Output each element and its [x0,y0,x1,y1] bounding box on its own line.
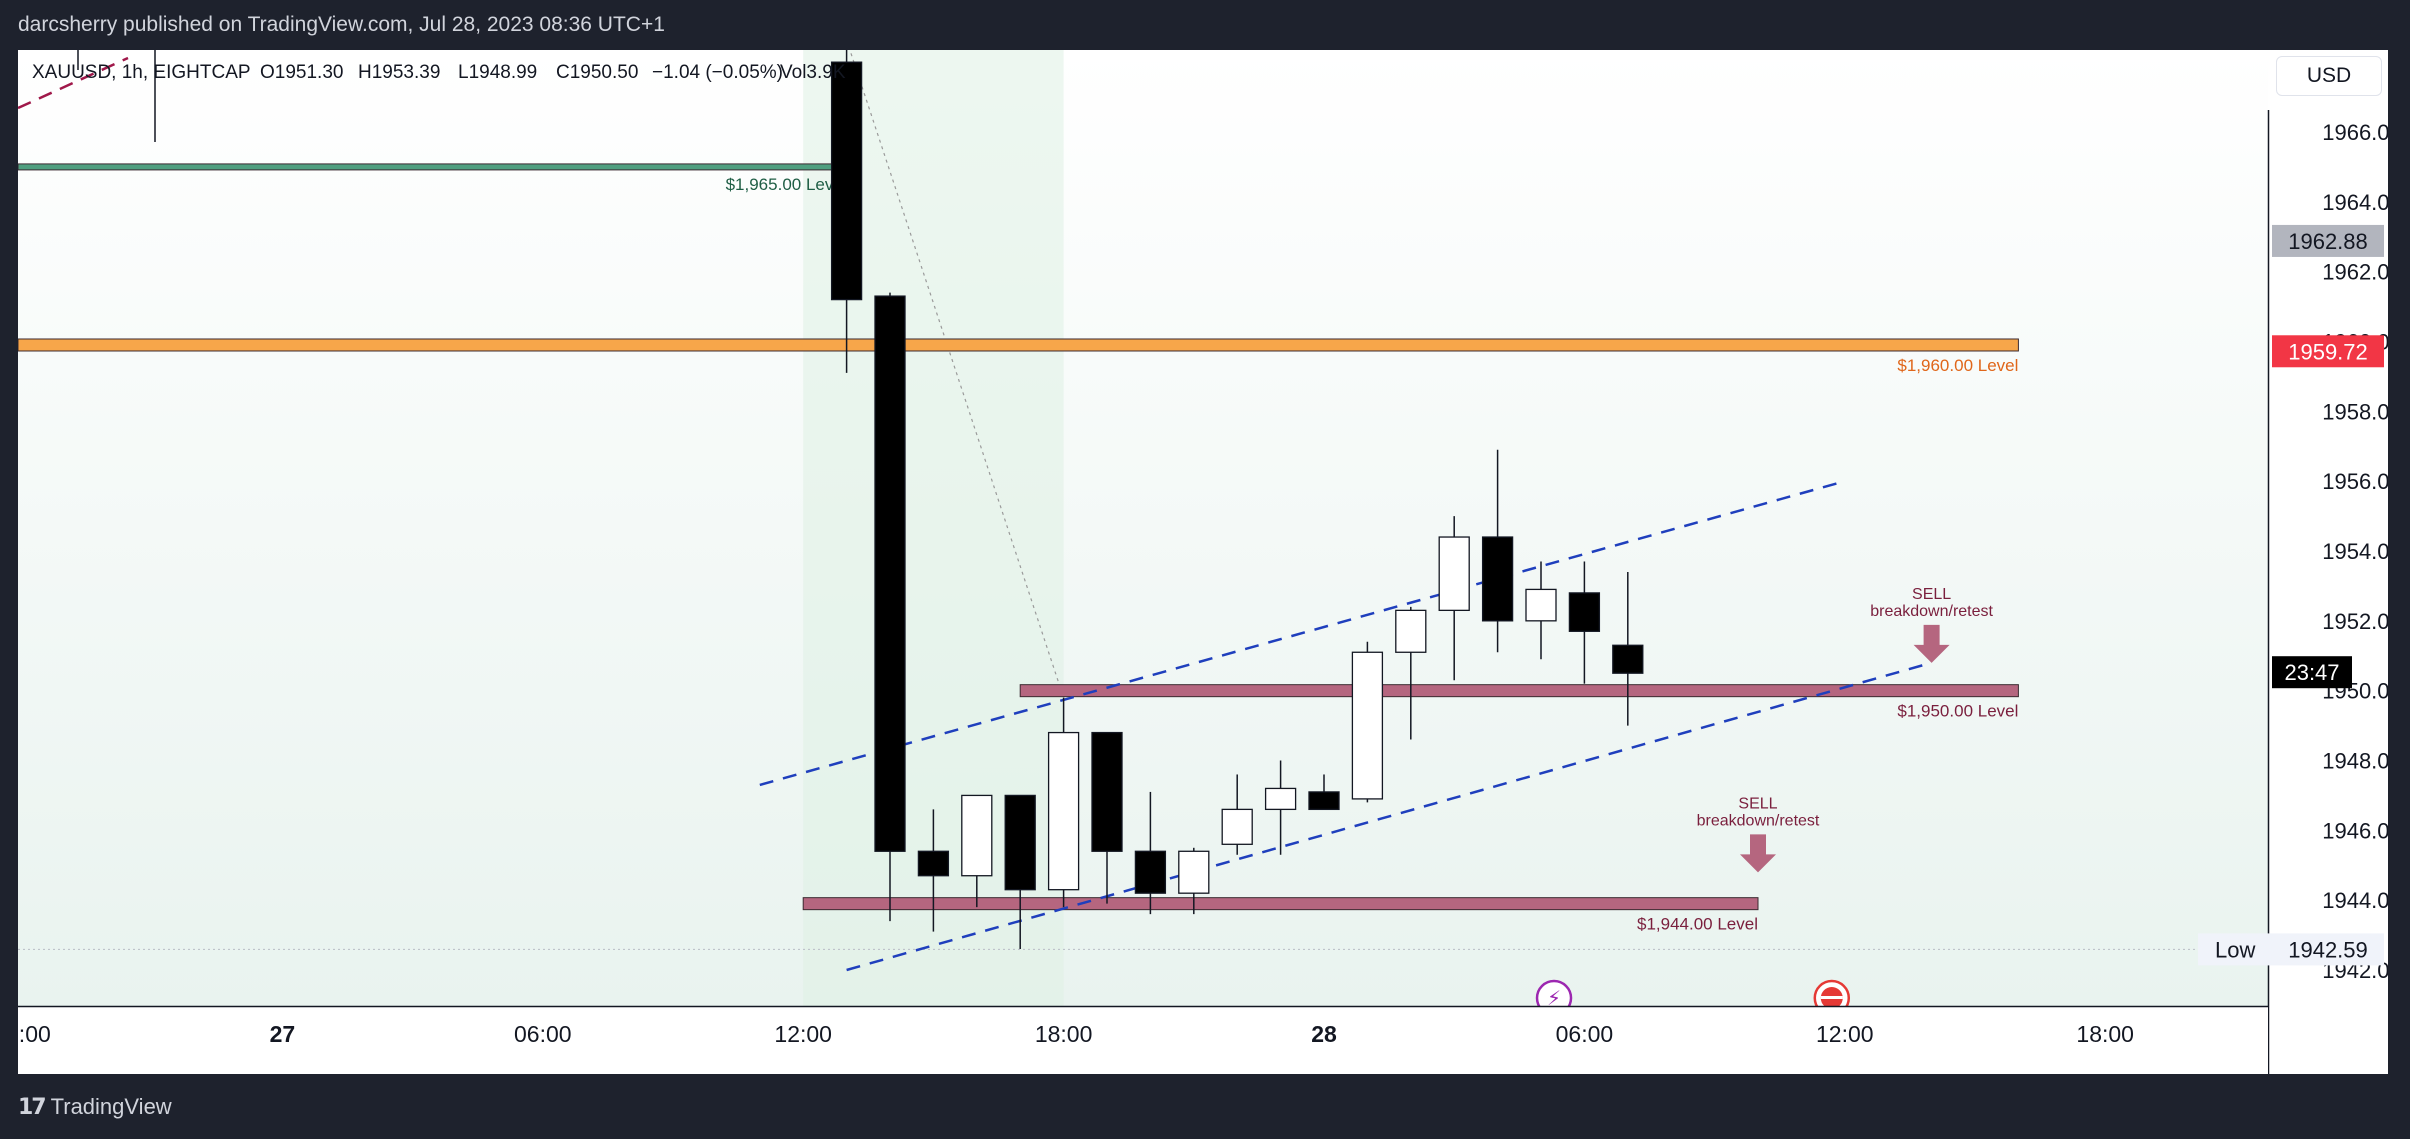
price-tick-label: 1966.00 [2322,120,2388,145]
tradingview-logo[interactable]: 𝟭𝟳 TradingView [18,1094,172,1120]
grey-price-text: 1962.88 [2288,229,2368,254]
tradingview-logo-icon: 𝟭𝟳 [18,1094,47,1119]
level-label-0: $1,965.00 Level [726,175,847,194]
low-badge [2198,933,2384,966]
time-tick-label: 12:00 [1816,1021,1874,1047]
candle[interactable] [1612,644,1644,674]
legend-item-3: L1948.99 [458,62,537,83]
time-tick-label: 12:00 [774,1021,832,1047]
candle[interactable] [961,794,993,877]
candle[interactable] [1308,791,1340,811]
price-chart[interactable]: $1,965.00 Level$1,963.00 Level$1,960.00 … [18,50,2388,1074]
legend-item-1: O1951.30 [260,62,343,83]
legend-item-6: Vol3.9K [780,62,846,83]
candle[interactable] [874,295,906,852]
legend-item-5: −1.04 (−0.05%) [652,62,783,83]
chart-frame[interactable]: $1,965.00 Level$1,963.00 Level$1,960.00 … [16,48,2390,1076]
flag-stripe [1820,996,1843,999]
candle[interactable] [1568,592,1601,632]
last-price-text: 1959.72 [2288,339,2368,364]
candle[interactable] [1264,787,1297,811]
footer-bar [0,1076,2410,1139]
candle[interactable] [1134,850,1167,894]
time-tick-label: 18:00 [18,1021,51,1047]
time-axis[interactable] [18,1006,2268,1074]
time-tick-label: 06:00 [1556,1021,1614,1047]
candle[interactable] [1395,609,1427,653]
annotation-text-0: breakdown/retest [1870,603,1993,620]
sell-arrow-icon [1913,624,1950,663]
price-tick-label: 1964.00 [2322,190,2388,215]
annotation-text-1: SELL [1738,795,1777,812]
currency-button[interactable]: USD [2276,56,2382,96]
legend-item-2: H1953.39 [358,62,440,83]
annotation-text-0: SELL [1912,586,1951,603]
low-label-text: Low [2215,937,2255,962]
price-tick-label: 1962.00 [2322,260,2388,285]
candle[interactable] [1481,536,1514,622]
annotation-text-1: breakdown/retest [1697,812,1820,829]
candle[interactable] [1351,651,1384,800]
price-tick-label: 1956.00 [2322,469,2388,494]
candle[interactable] [1047,731,1080,891]
time-tick-label: 18:00 [1035,1021,1093,1047]
low-price-text: 1942.59 [2288,937,2368,962]
last-price-badge [2272,335,2384,368]
countdown-text: 23:47 [2284,660,2339,685]
candle[interactable] [1091,731,1123,852]
time-tick-label: 06:00 [514,1021,572,1047]
tradingview-brand: TradingView [50,1094,172,1119]
candle[interactable] [1221,808,1253,845]
candle[interactable] [1004,794,1036,891]
plot-background [18,50,2268,1006]
price-tick-label: 1948.00 [2322,749,2388,774]
sell-arrow-icon [1740,834,1776,873]
level-line-0[interactable] [18,163,848,171]
publisher-text: darcsherry published on TradingView.com,… [18,13,665,36]
candle[interactable] [1525,588,1557,622]
currency-label: USD [2306,64,2352,87]
lightning-icon: ⚡ [1547,986,1561,1010]
price-tick-label: 1944.00 [2322,888,2388,913]
countdown-badge [2272,656,2352,689]
level-label-4: $1,944.00 Level [1637,915,1758,934]
time-tick-label: 18:00 [2076,1021,2134,1047]
time-tick-label: 28 [1311,1021,1337,1047]
time-tick-label: 27 [270,1021,296,1047]
channel-line-0[interactable] [759,479,1846,787]
level-label-3: $1,950.00 Level [1897,702,2018,721]
legend-item-4: C1950.50 [556,62,638,83]
level-line-2[interactable] [18,338,2019,352]
candle[interactable] [830,61,863,301]
price-axis[interactable] [2268,50,2388,1074]
level-label-2: $1,960.00 Level [1897,356,2018,375]
level-line-4[interactable] [802,897,1759,911]
price-tick-label: 1946.00 [2322,818,2388,843]
channel-line-1[interactable] [846,661,1932,972]
trendline-fragment [18,56,129,110]
level-line-3[interactable] [1019,684,2019,698]
legend-item-0: XAUUSD, 1h, EIGHTCAP [32,62,251,83]
grey-price-badge [2272,224,2384,257]
price-tick-label: 1958.00 [2322,399,2388,424]
price-tick-label: 1954.00 [2322,539,2388,564]
price-tick-label: 1952.00 [2322,609,2388,634]
publisher-bar: darcsherry published on TradingView.com,… [0,0,2410,48]
candle[interactable] [1438,536,1470,612]
candle[interactable] [917,850,950,877]
candle[interactable] [1178,850,1210,894]
